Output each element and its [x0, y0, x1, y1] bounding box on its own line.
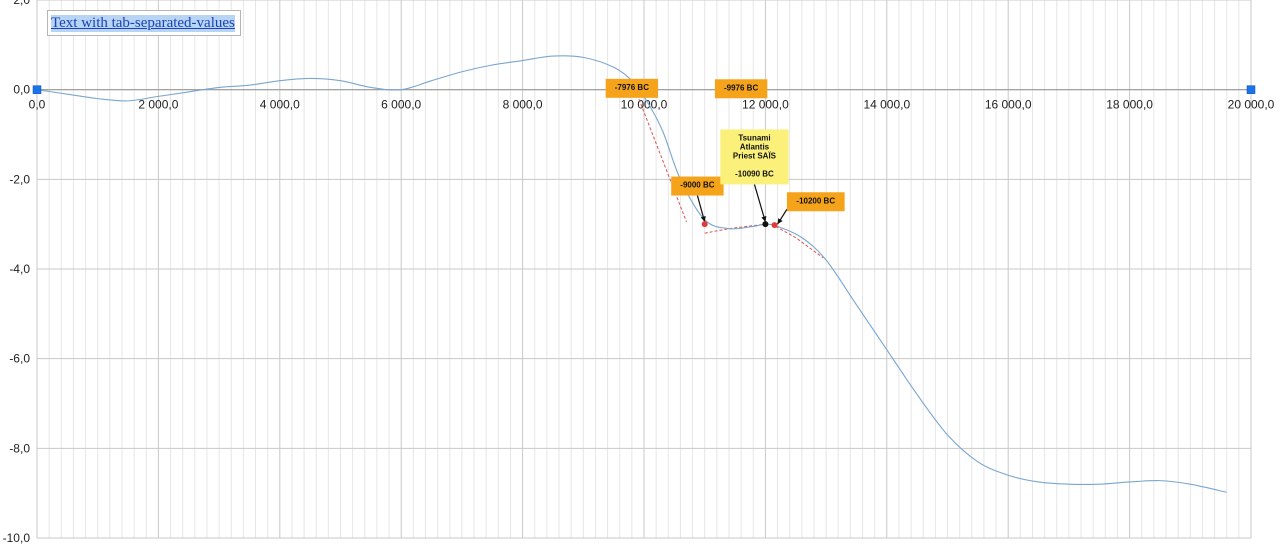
annotation-arrow: [753, 184, 766, 223]
dashed-guides: [631, 80, 824, 259]
arrow-head: [777, 218, 783, 225]
annotation-arrows: [696, 184, 788, 225]
data-point-marker: [762, 221, 769, 228]
x-tick-label: 20 000,0: [1228, 98, 1275, 112]
x-tick-label: 14 000,0: [863, 98, 910, 112]
annotation-text: -7976 BC: [615, 83, 649, 92]
axis-handle[interactable]: [1246, 85, 1256, 94]
data-point-marker: [701, 221, 708, 228]
annotation-text: Tsunami: [738, 133, 770, 142]
annotation-box: [714, 79, 768, 99]
x-tick-label: 0,0: [29, 98, 46, 112]
annotation-text: -10090 BC: [735, 169, 774, 178]
arrow-head: [761, 216, 767, 222]
y-tick-label: -8,0: [9, 441, 30, 455]
dashed-guide-line: [771, 223, 824, 259]
series-lines: [36, 55, 1227, 493]
x-tick-label: 8 000,0: [503, 98, 543, 112]
x-tick-label: 10 000,0: [621, 98, 668, 112]
x-tick-label: 4 000,0: [260, 98, 300, 112]
annotations: -7976 BC -9976 BC -9000 BC TsunamiAtlantisP…: [605, 78, 845, 212]
tsv-link[interactable]: Text with tab-separated-values: [51, 14, 235, 32]
y-tick-label: -4,0: [9, 262, 30, 276]
arrow-head: [700, 216, 706, 222]
annotation-text: Priest SAÏS: [733, 151, 777, 160]
axis-handles[interactable]: [32, 85, 1256, 94]
annotation-text: Atlantis: [740, 142, 770, 151]
y-tick-label: 2,0: [13, 0, 30, 7]
annotation-box: [605, 78, 659, 98]
annotation-text: -9976 BC: [724, 83, 758, 92]
x-tick-label: 2 000,0: [138, 98, 178, 112]
data-markers: [701, 221, 778, 229]
annotation-text: -9000 BC: [680, 181, 714, 190]
y-tick-label: -10,0: [3, 531, 31, 545]
annotation-text: -10200 BC: [796, 196, 835, 205]
annotation-box: [671, 176, 724, 196]
x-tick-label: 6 000,0: [381, 98, 421, 112]
series-line: [36, 55, 1227, 493]
y-tick-label: -2,0: [9, 172, 30, 186]
x-tick-label: 12 000,0: [742, 98, 789, 112]
y-tick-label: -6,0: [9, 352, 30, 366]
y-tick-label: 0,0: [13, 83, 30, 97]
x-tick-label: 18 000,0: [1106, 98, 1153, 112]
annotation-box: [720, 129, 789, 185]
data-point-marker: [771, 222, 778, 229]
axis-handle[interactable]: [32, 85, 42, 94]
x-tick-label: 16 000,0: [985, 98, 1032, 112]
tick-labels: 0,0 2 000,0 4 000,0 6 000,0 8 000,0 10 000,0 1…: [3, 0, 1275, 545]
annotation-box: [786, 192, 845, 212]
tsv-link-box[interactable]: Text with tab-separated-values: [47, 10, 241, 36]
dashed-guide-line: [631, 80, 687, 223]
